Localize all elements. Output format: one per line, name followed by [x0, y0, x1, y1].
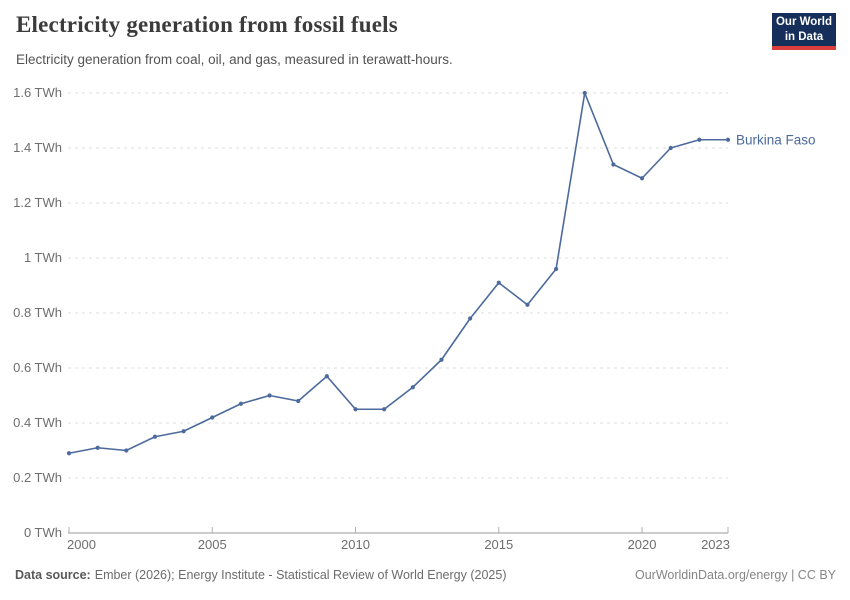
x-axis-label: 2023	[701, 537, 730, 552]
data-point[interactable]	[296, 398, 301, 404]
y-axis-label: 0.6 TWh	[13, 360, 62, 375]
data-point[interactable]	[382, 407, 387, 412]
owid-logo-line2: in Data	[784, 30, 824, 43]
data-point[interactable]	[410, 385, 415, 390]
data-source: Data source: Ember (2026); Energy Institu…	[15, 568, 506, 582]
data-point[interactable]	[238, 401, 244, 406]
y-axis-label: 1 TWh	[24, 250, 62, 265]
data-point[interactable]	[124, 448, 129, 453]
data-point[interactable]	[210, 415, 215, 420]
data-point[interactable]	[668, 145, 673, 151]
owid-logo-line1: Our World	[775, 16, 832, 29]
data-point[interactable]	[439, 357, 444, 362]
data-point[interactable]	[697, 137, 702, 142]
y-axis-label: 0.8 TWh	[13, 305, 62, 320]
data-point[interactable]	[496, 280, 501, 285]
x-axis-label: 2015	[484, 537, 513, 552]
page-title: Electricity generation from fossil fuels	[16, 12, 398, 37]
x-axis-label: 2000	[67, 537, 96, 552]
data-point[interactable]	[152, 434, 158, 439]
owid-credit-link[interactable]: OurWorldinData.org/energy | CC BY	[634, 568, 836, 582]
data-point[interactable]	[353, 407, 358, 412]
y-axis-label: 1.2 TWh	[13, 195, 62, 210]
data-point[interactable]	[553, 266, 559, 272]
owid-logo[interactable]: Our World in Data	[772, 13, 836, 50]
series-label[interactable]: Burkina Faso	[736, 132, 816, 147]
chart-subtitle: Electricity generation from coal, oil, a…	[16, 52, 453, 67]
x-axis-label: 2005	[198, 537, 227, 552]
data-point[interactable]	[525, 302, 530, 307]
y-axis-label: 1.6 TWh	[13, 85, 62, 100]
x-axis-label: 2010	[341, 537, 370, 552]
data-point[interactable]	[611, 162, 616, 167]
data-point[interactable]	[95, 445, 100, 450]
data-point[interactable]	[725, 137, 731, 142]
data-point[interactable]	[468, 316, 473, 321]
chart-footer: Data source: Ember (2026); Energy Institu…	[15, 568, 836, 582]
data-source-text: Ember (2026); Energy Institute - Statist…	[94, 568, 507, 582]
data-point[interactable]	[582, 90, 587, 96]
data-point[interactable]	[267, 393, 272, 398]
y-axis-label: 0.4 TWh	[13, 415, 62, 430]
data-source-label: Data source:	[15, 568, 91, 582]
y-axis-label: 1.4 TWh	[13, 140, 62, 155]
data-point[interactable]	[639, 176, 645, 181]
y-axis-label: 0.2 TWh	[13, 470, 62, 485]
series-line[interactable]	[68, 92, 728, 455]
y-axis-label: 0 TWh	[24, 525, 62, 540]
data-point[interactable]	[324, 374, 329, 379]
data-point[interactable]	[181, 429, 186, 434]
x-axis-label: 2020	[628, 537, 657, 552]
data-point[interactable]	[66, 451, 72, 456]
